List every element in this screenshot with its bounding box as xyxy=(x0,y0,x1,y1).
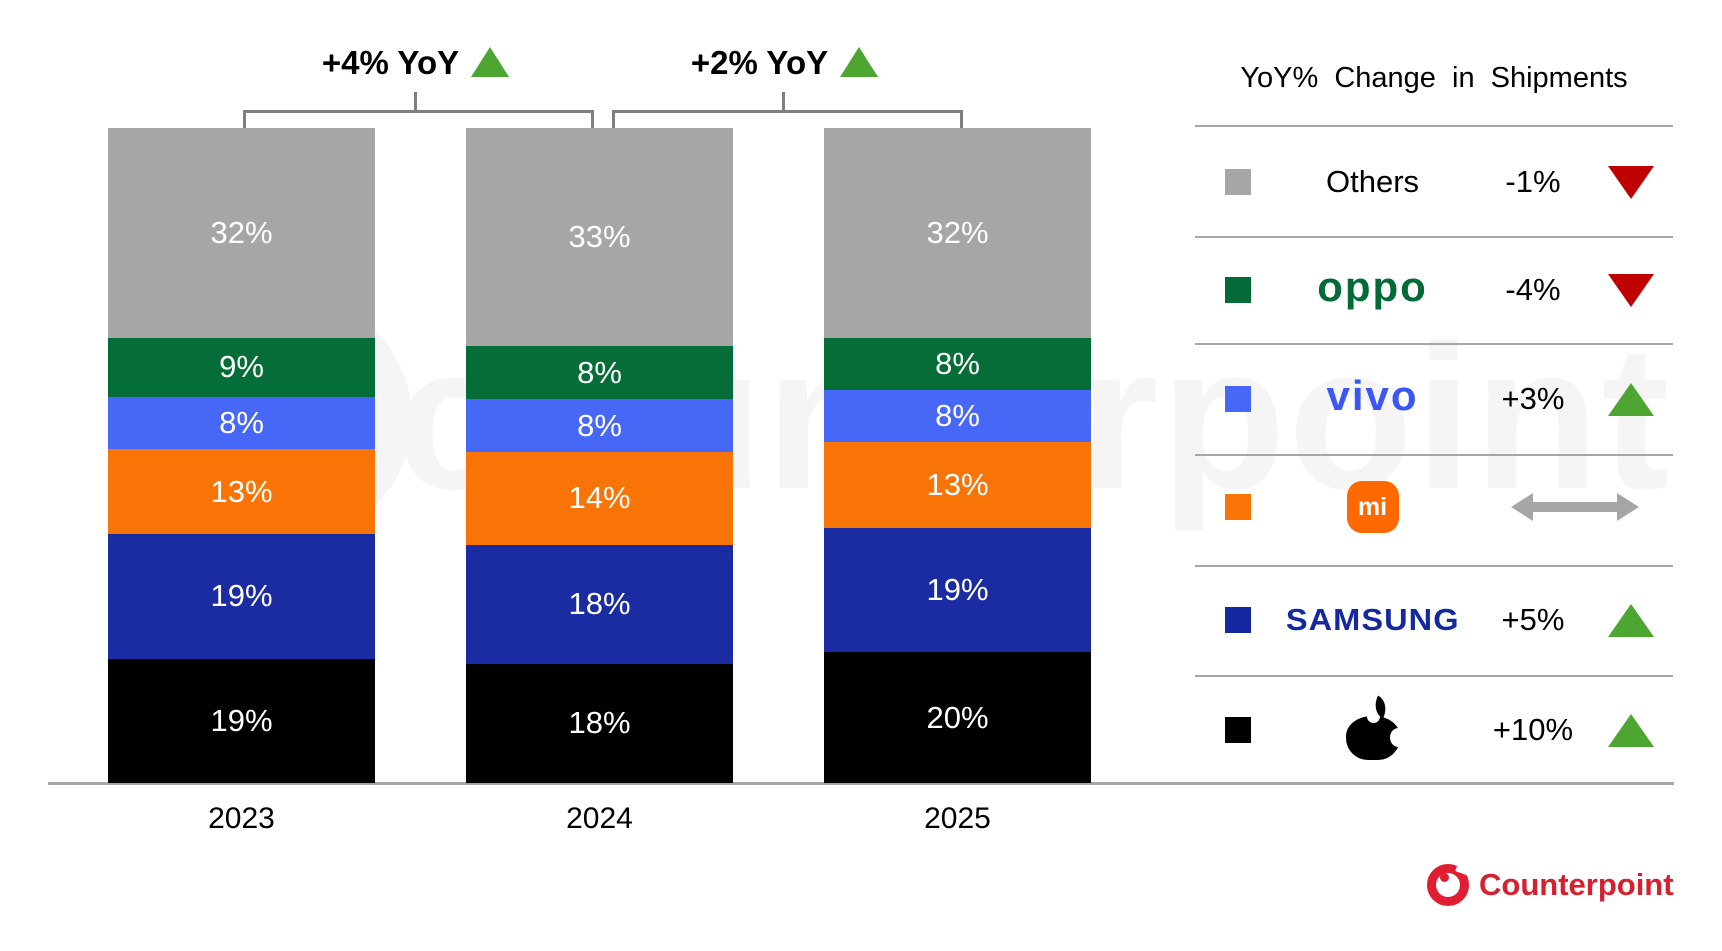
segment-value-label: 9% xyxy=(219,349,264,385)
oppo-trend-indicator xyxy=(1605,262,1657,318)
up-triangle-icon xyxy=(471,47,510,77)
segment-apple: 18% xyxy=(466,663,733,783)
others-swatch xyxy=(1225,169,1251,195)
segment-vivo: 8% xyxy=(108,396,375,449)
xiaomi-swatch xyxy=(1225,494,1251,520)
segment-value-label: 13% xyxy=(926,466,989,502)
oppo-change: -4% xyxy=(1505,272,1561,307)
segment-value-label: 8% xyxy=(935,345,980,381)
stacked-bar-2025: 32% 8% 8% 13% 19% 20% xyxy=(824,128,1091,784)
segment-oppo: 8% xyxy=(824,337,1091,390)
segment-apple: 19% xyxy=(108,658,375,784)
segment-xiaomi: 13% xyxy=(824,442,1091,528)
segment-value-label: 13% xyxy=(210,473,273,509)
segment-value-label: 32% xyxy=(926,214,989,250)
x-tick-2023: 2023 xyxy=(208,802,275,835)
yoy-annotation-label: +4% YoY xyxy=(321,44,460,81)
vivo-trend-indicator xyxy=(1605,371,1657,427)
segment-value-label: 20% xyxy=(926,699,989,735)
apple-trend-indicator xyxy=(1605,702,1657,758)
oppo-logo: oppo xyxy=(1317,263,1428,310)
mi-logo-text: mi xyxy=(1357,492,1388,521)
segment-others: 32% xyxy=(108,128,375,338)
vivo-logo: vivo xyxy=(1326,372,1419,419)
legend-divider xyxy=(1195,454,1673,456)
segment-value-label: 8% xyxy=(219,404,264,440)
segment-value-label: 14% xyxy=(568,480,631,516)
apple-logo-icon xyxy=(1345,695,1407,760)
segment-value-label: 18% xyxy=(568,586,631,622)
apple-change: +10% xyxy=(1492,712,1574,747)
up-triangle-icon xyxy=(1608,382,1654,416)
others-trend-indicator xyxy=(1605,154,1657,210)
legend-row-xiaomi: mi xyxy=(1195,479,1673,535)
segment-value-label: 8% xyxy=(577,354,622,390)
legend-row-oppo: oppo -4% xyxy=(1195,262,1673,318)
x-axis-line xyxy=(48,782,1674,785)
mi-logo-icon: mi xyxy=(1346,481,1399,533)
vivo-swatch xyxy=(1225,386,1251,412)
counterpoint-logo-text: Counterpoint xyxy=(1479,867,1674,902)
oppo-swatch xyxy=(1225,277,1251,303)
x-tick-2024: 2024 xyxy=(566,802,633,835)
segment-xiaomi: 14% xyxy=(466,452,733,545)
legend-row-samsung: SAMSUNG +5% xyxy=(1195,592,1673,648)
flat-arrow-icon xyxy=(1511,493,1639,521)
others-label: Others xyxy=(1325,164,1420,199)
legend-divider xyxy=(1195,236,1673,238)
segment-apple: 20% xyxy=(824,652,1091,784)
samsung-logo: SAMSUNG xyxy=(1285,602,1460,637)
yoy-bracket-2024-2025 xyxy=(612,110,963,129)
segment-samsung: 19% xyxy=(108,534,375,659)
up-triangle-icon xyxy=(840,47,879,77)
segment-value-label: 19% xyxy=(926,571,989,607)
stacked-bar-2024: 33% 8% 8% 14% 18% 18% xyxy=(466,128,733,783)
counterpoint-logo-icon xyxy=(1427,858,1474,906)
others-change: -1% xyxy=(1505,164,1561,199)
yoy-bracket-tick xyxy=(414,92,417,111)
apple-swatch xyxy=(1225,717,1251,743)
segment-samsung: 19% xyxy=(824,527,1091,653)
vivo-change: +3% xyxy=(1501,381,1565,416)
segment-xiaomi: 13% xyxy=(108,448,375,535)
segment-value-label: 18% xyxy=(568,705,631,741)
down-triangle-icon xyxy=(1608,273,1654,307)
segment-others: 32% xyxy=(824,128,1091,338)
segment-vivo: 8% xyxy=(824,390,1091,443)
legend-row-apple: +10% xyxy=(1195,695,1673,760)
samsung-change: +5% xyxy=(1501,602,1565,637)
legend-title: YoY% Change in Shipments xyxy=(1240,62,1628,94)
segment-value-label: 8% xyxy=(577,407,622,443)
segment-value-label: 19% xyxy=(210,578,273,614)
yoy-annotation-2024-2025: +2% YoY xyxy=(612,44,957,82)
yoy-annotation-2023-2024: +4% YoY xyxy=(243,44,588,82)
samsung-trend-indicator xyxy=(1605,592,1657,648)
up-triangle-icon xyxy=(1608,603,1654,637)
legend-divider xyxy=(1195,565,1673,567)
down-triangle-icon xyxy=(1608,165,1654,199)
up-triangle-icon xyxy=(1608,713,1654,747)
segment-value-label: 8% xyxy=(935,398,980,434)
counterpoint-brand: Counterpoint xyxy=(1427,858,1674,906)
legend-row-vivo: vivo +3% xyxy=(1195,371,1673,427)
legend-divider xyxy=(1195,125,1673,127)
yoy-bracket-2023-2024 xyxy=(243,110,594,129)
yoy-annotation-label: +2% YoY xyxy=(690,44,829,81)
stacked-bar-2023: 32% 9% 8% 13% 19% 19% xyxy=(108,128,375,784)
legend-divider xyxy=(1195,675,1673,677)
legend-row-others: Others -1% xyxy=(1195,154,1673,210)
segment-vivo: 8% xyxy=(466,399,733,453)
segment-oppo: 9% xyxy=(108,337,375,397)
segment-value-label: 19% xyxy=(210,702,273,738)
segment-oppo: 8% xyxy=(466,346,733,400)
segment-samsung: 18% xyxy=(466,544,733,664)
yoy-bracket-tick xyxy=(782,92,785,111)
segment-value-label: 33% xyxy=(568,219,631,255)
samsung-swatch xyxy=(1225,607,1251,633)
segment-value-label: 32% xyxy=(210,214,273,250)
segment-others: 33% xyxy=(466,128,733,347)
x-tick-2025: 2025 xyxy=(924,802,991,835)
legend-divider xyxy=(1195,343,1673,345)
